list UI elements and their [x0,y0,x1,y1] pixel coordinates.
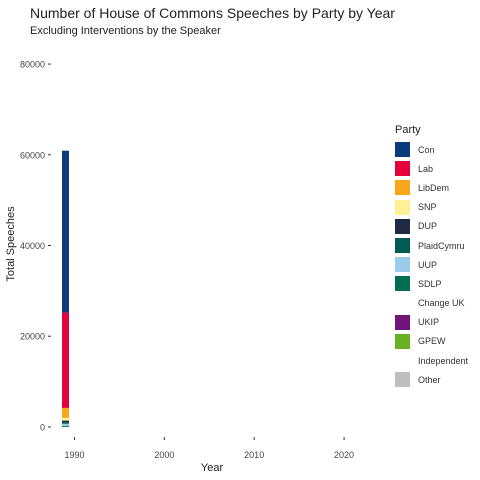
bar-segment-plaidcymru [61,422,69,424]
legend-item-con: Con [395,140,468,159]
x-tick-label: 2010 [244,450,264,460]
legend-label: PlaidCymru [418,240,465,251]
bar-stack [61,150,69,427]
bar-segment-con [61,150,69,313]
legend-swatch [395,257,410,273]
legend-label: Change UK [418,298,465,309]
bar-segment-snp [61,417,69,421]
legend-label: UKIP [418,317,440,328]
legend-items: Con Lab LibDem SNP DUP PlaidCymru UUP SDLP Chang… [395,140,468,389]
legend-label: GPEW [418,336,446,347]
y-tick-label: 80000 [20,60,45,70]
x-tick-label: 2020 [334,450,354,460]
bar-segment-uup [61,423,69,427]
chart-title: Number of House of Commons Speeches by P… [30,5,395,21]
legend-item-uup: UUP [395,255,468,274]
legend-swatch [395,276,410,292]
legend-swatch [395,353,410,369]
legend-item-ukip: UKIP [395,313,468,332]
legend-item-sdlp: SDLP [395,274,468,293]
legend-item-gpew: GPEW [395,332,468,351]
legend-swatch [395,161,410,177]
legend-swatch [395,314,410,330]
legend-label: DUP [418,221,438,232]
x-tick-label: 1990 [64,450,84,460]
bar-segment-sdlp [61,426,69,427]
legend-item-change-uk: Change UK [395,294,468,313]
legend-item-plaidcymru: PlaidCymru [395,236,468,255]
legend-swatch [395,180,410,196]
legend-label: LibDem [418,182,450,193]
legend-item-snp: SNP [395,198,468,217]
bar-segment-dup [61,420,69,423]
legend-label: Lab [418,163,434,174]
legend-item-other: Other [395,370,468,389]
y-tick-label: 40000 [20,241,45,251]
legend-swatch [395,295,410,311]
bar-segment-libdem [61,407,69,418]
legend-swatch [395,199,410,215]
legend-item-dup: DUP [395,217,468,236]
legend-title: Party [395,124,421,136]
legend-swatch [395,218,410,234]
bar-segment-lab [61,312,69,408]
y-axis: 0 20000 40000 60000 80000 [20,60,51,432]
legend-label: SNP [418,202,437,213]
legend-label: UUP [418,259,438,270]
legend: Party Con Lab LibDem SNP DUP PlaidCymru UUP SDL… [395,124,468,389]
legend-item-lab: Lab [395,159,468,178]
x-tick-label: 2000 [154,450,174,460]
y-tick-label: 60000 [20,150,45,160]
legend-label: SDLP [418,278,442,289]
legend-item-libdem: LibDem [395,178,468,197]
legend-item-independent: Independent [395,351,468,370]
legend-swatch [395,142,410,158]
legend-swatch [395,333,410,349]
y-tick-label: 20000 [20,332,45,342]
x-axis: 1990 2000 2010 2020 [64,437,354,460]
legend-label: Independent [418,355,469,366]
legend-label: Con [418,144,435,155]
legend-swatch [395,372,410,388]
y-axis-label: Total Speeches [5,206,17,282]
legend-label: Other [418,374,441,385]
legend-swatch [395,238,410,254]
x-axis-label: Year [200,462,224,474]
chart-subtitle: Excluding Interventions by the Speaker [30,25,221,37]
y-tick-label: 0 [40,422,45,432]
